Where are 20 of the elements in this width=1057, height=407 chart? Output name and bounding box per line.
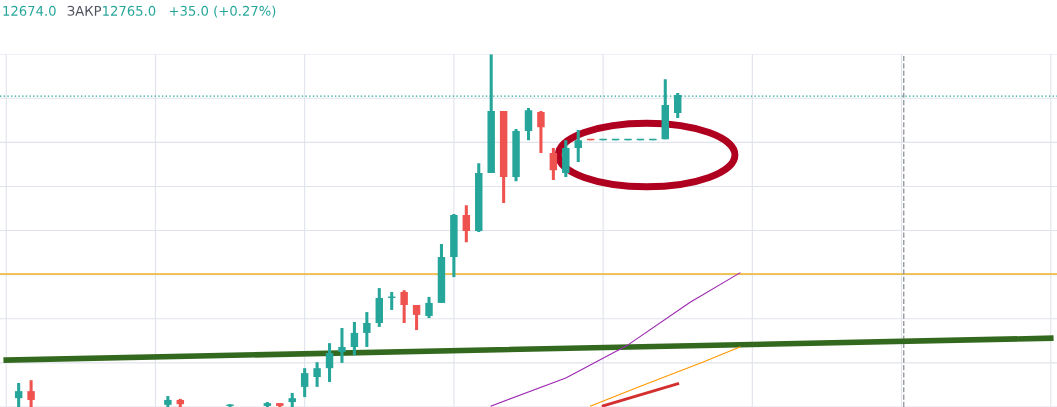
- candlestick: [462, 205, 471, 244]
- candlestick: [524, 108, 533, 142]
- text: +35.0 (+0.27%): [169, 5, 276, 18]
- candlestick: [300, 368, 309, 399]
- text: ЗАКР: [67, 5, 102, 16]
- candlestick: [350, 320, 359, 357]
- text: 12674.0: [3, 5, 56, 16]
- candlestick: [27, 380, 35, 407]
- candlestick: [14, 383, 23, 407]
- candlestick: [400, 290, 408, 324]
- candlestick: [325, 343, 334, 382]
- candlestick: [338, 326, 346, 363]
- candlestick: [425, 295, 433, 320]
- text: 12765.0: [103, 5, 156, 16]
- candlestick: [574, 130, 582, 163]
- candlestick: [412, 305, 421, 332]
- candlestick: [313, 362, 321, 387]
- candlestick: [549, 147, 558, 181]
- candlestick: [363, 312, 371, 348]
- candlestick: [537, 110, 545, 153]
